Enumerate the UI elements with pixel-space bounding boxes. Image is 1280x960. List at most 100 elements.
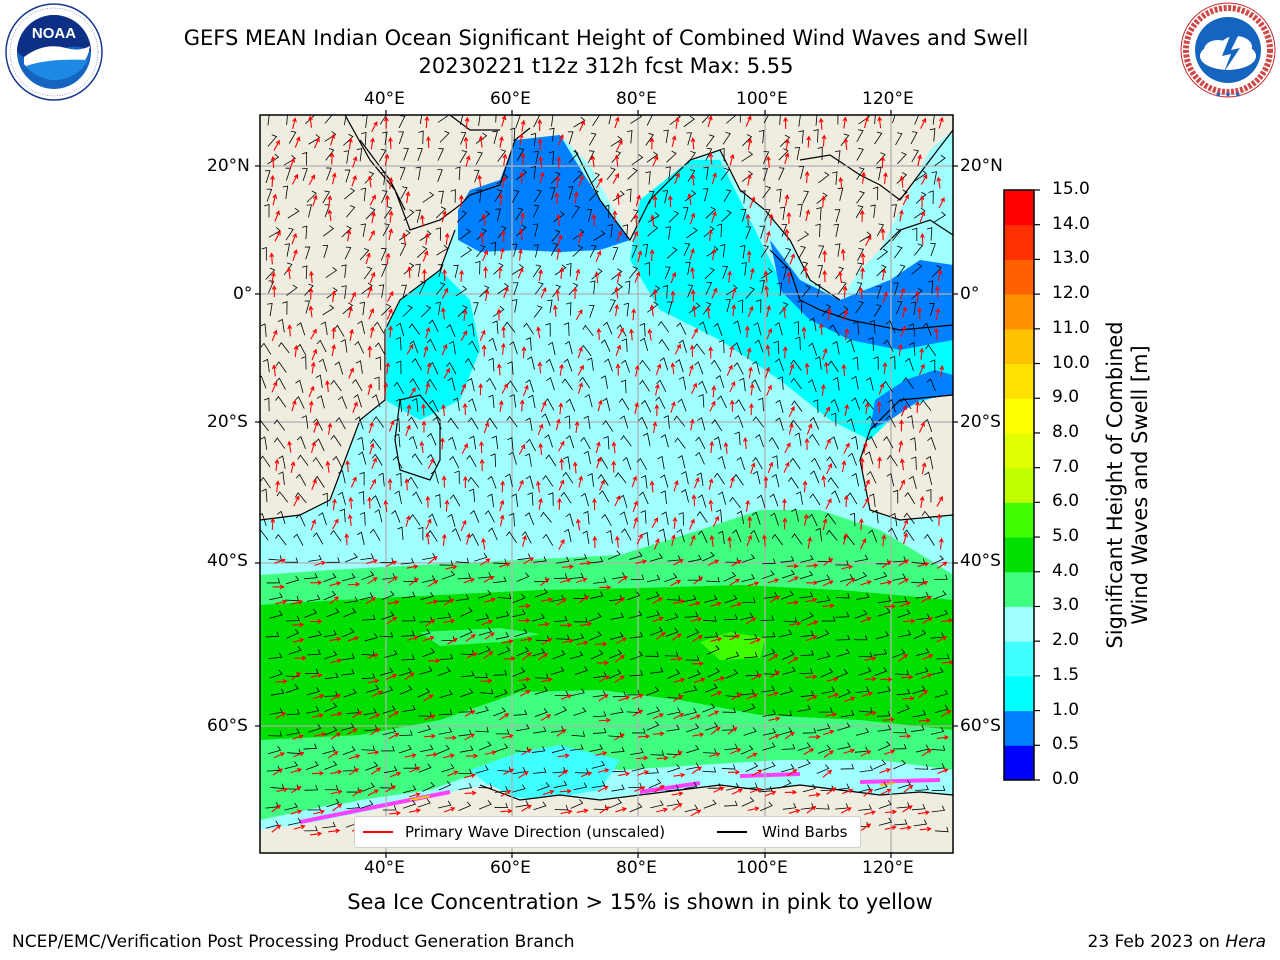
wave-direction-arrow [919,195,925,208]
wave-direction-arrow [618,695,631,702]
wave-direction-arrow [652,288,658,301]
wave-direction-arrow [805,597,818,603]
wind-barb [260,476,271,489]
wind-barb [352,378,363,392]
wind-barb [417,798,431,808]
wave-direction-arrow [786,211,792,225]
wind-barb [469,435,477,450]
wave-direction-arrow [558,402,564,415]
wind-barb [356,148,363,162]
wind-barb [816,192,828,204]
wind-barb [851,397,861,411]
wave-direction-arrows [269,115,953,837]
wave-direction-arrow [291,599,304,605]
wind-barb [645,171,651,185]
wind-barb [308,554,322,562]
wind-barb [468,340,479,353]
wave-direction-arrow [350,291,356,303]
wind-barb [704,267,715,280]
colorbar-tick-label: 1.0 [1052,699,1080,720]
wind-barb [269,669,283,679]
wind-barb [533,189,542,203]
wind-barb [612,190,625,202]
wind-barb [260,375,267,389]
wave-direction-arrow [787,657,799,665]
wind-barb [524,453,532,467]
wave-direction-arrow [308,174,315,186]
wind-barb [486,417,498,430]
wind-barb [342,302,354,315]
wind-barb [344,246,352,260]
wind-barb [836,306,849,318]
wave-direction-arrow [332,803,343,812]
wind-barb [859,707,873,713]
wave-direction-arrow [332,498,337,511]
wind-barb [872,186,879,201]
wind-barb [507,437,514,451]
wind-barb [452,397,460,411]
wind-barb [839,573,854,583]
wave-direction-arrow [464,116,470,129]
wind-barb [359,247,370,261]
wind-barb [740,190,746,204]
wind-barb [420,305,432,318]
wind-barb [929,302,935,316]
wind-barb [409,514,421,526]
wave-direction-arrow [464,790,477,796]
wind-barb [531,613,545,622]
wind-barb [574,666,588,675]
wind-barb [615,472,627,484]
wave-direction-arrow [595,641,608,647]
wind-barb [455,166,461,181]
wave-direction-arrow [330,789,343,795]
wave-direction-arrow [693,677,706,683]
wind-barb [460,670,475,678]
wind-barb [896,172,908,184]
wind-barb [877,724,892,732]
wave-direction-arrow [552,304,558,317]
wave-direction-arrow [789,363,795,376]
lon-tick-bottom: 60°E [490,858,531,878]
wind-barb [776,282,783,296]
wind-barb [418,130,424,145]
wind-barb [408,323,420,335]
wave-direction-arrow [441,475,447,488]
wind-barb [762,185,771,199]
wind-barb [392,456,403,469]
wave-direction-arrow [367,678,380,684]
wind-barb [284,243,291,257]
wind-barb [391,510,401,523]
wind-barb [381,746,395,752]
wind-barb [620,379,627,394]
wind-barb [816,764,830,774]
wind-barb [563,455,571,470]
wind-barb [791,533,803,545]
wind-barb [455,557,470,564]
wind-barb [762,151,770,164]
wind-barb [678,512,684,526]
wind-barb [924,533,935,546]
wave-direction-arrow [499,499,505,512]
wind-barb [759,225,766,239]
wave-direction-arrow [935,307,941,320]
wind-barb [713,322,723,336]
wind-barb [268,652,283,660]
wave-direction-arrow [518,618,531,623]
wind-barb [739,377,746,392]
wind-barb [639,491,649,505]
wind-barb [756,494,766,508]
wave-direction-arrow [406,266,412,279]
wind-barb [666,301,673,315]
wind-barb [732,342,742,356]
wind-barb [593,577,607,584]
lat-tick-left: 60°S [207,716,248,736]
wave-direction-arrow [614,654,625,663]
wave-direction-arrow [408,808,421,813]
wave-direction-arrow [464,710,476,717]
wave-direction-arrow [388,176,394,190]
wind-barb [516,646,530,657]
wind-barb [551,229,561,243]
wind-barb [896,688,911,696]
wave-direction-arrow [789,253,795,265]
wind-barb [379,685,394,695]
